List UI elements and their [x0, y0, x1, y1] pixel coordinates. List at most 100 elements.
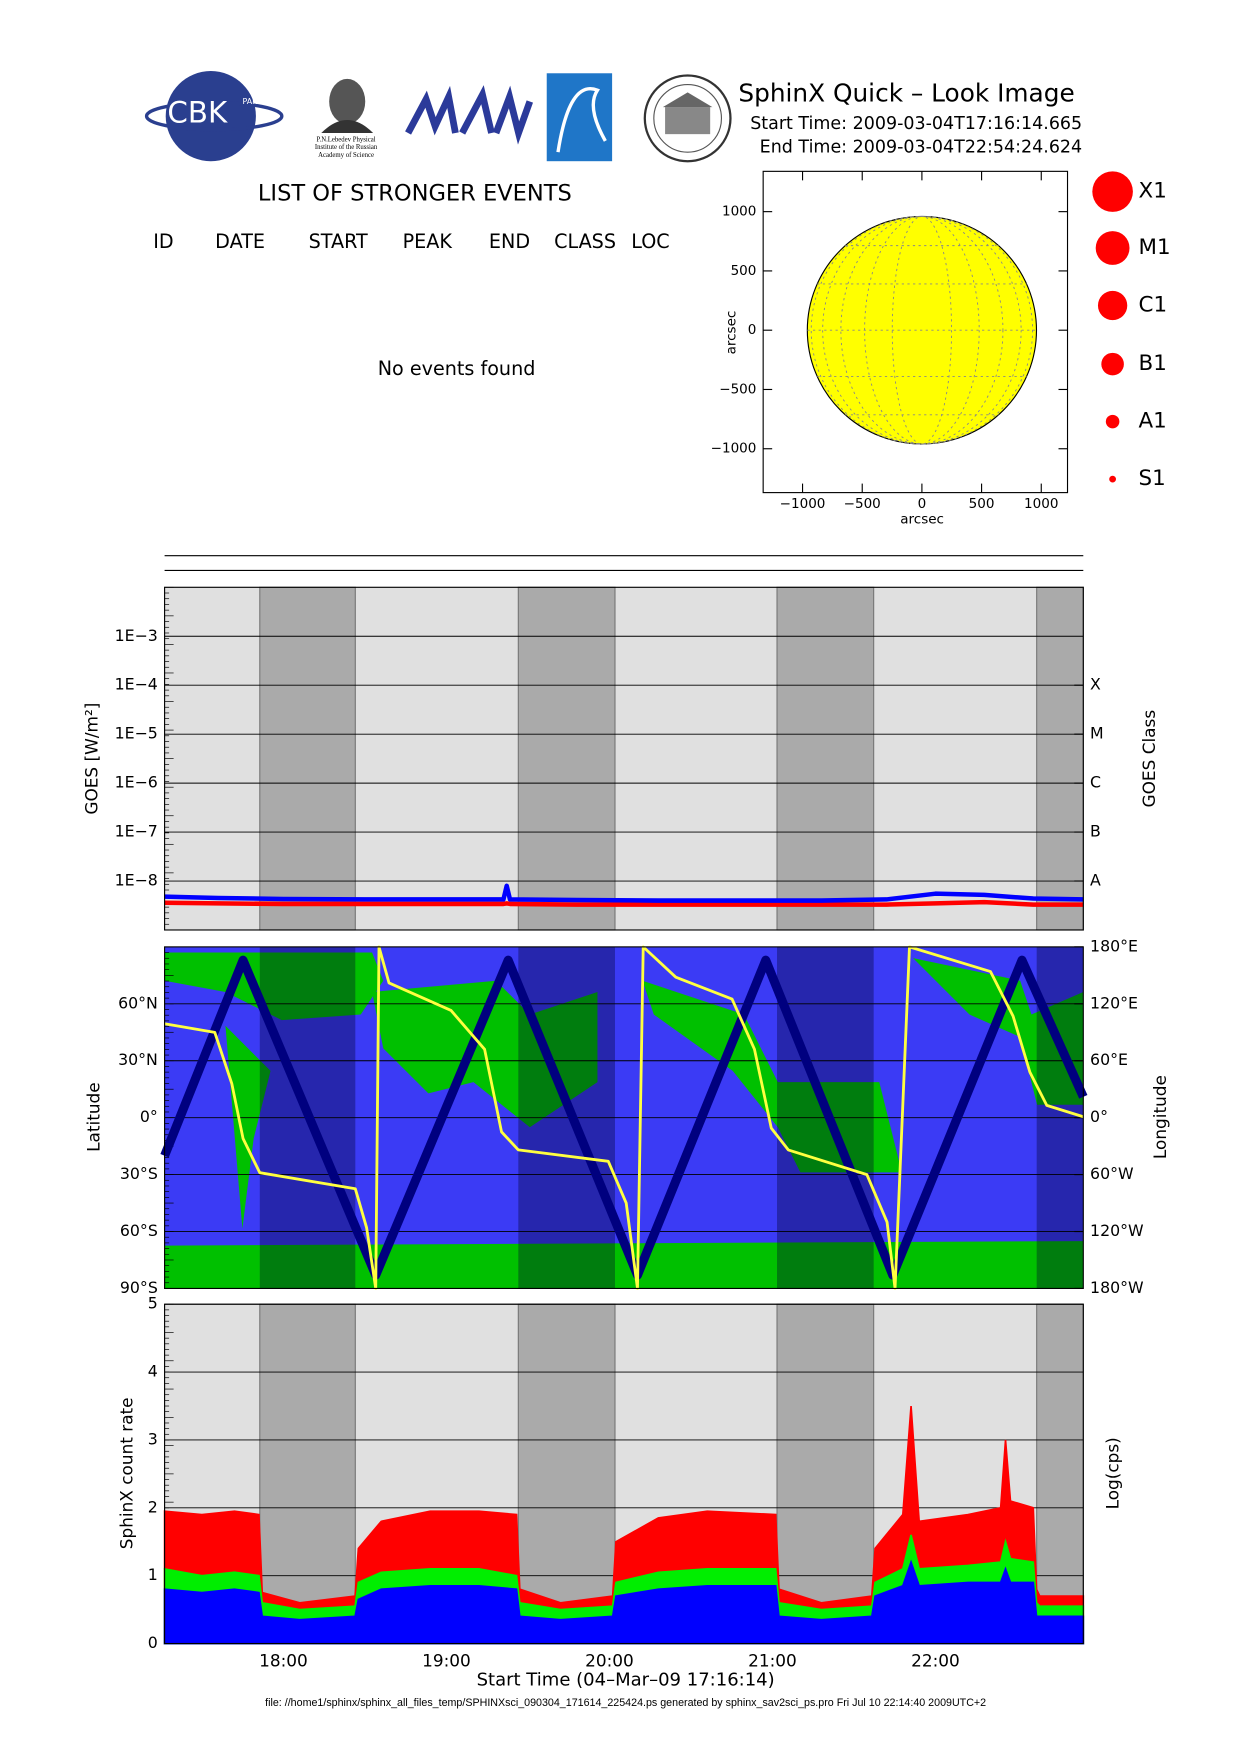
y2-tick-label: C — [1090, 773, 1101, 792]
x-tick-label: 0 — [918, 496, 927, 512]
y2-tick-label: 120°W — [1090, 1221, 1144, 1240]
map-region — [225, 1025, 271, 1229]
legend-label: A1 — [1139, 409, 1167, 434]
x-tick-label: 18:00 — [259, 1651, 308, 1671]
column-header: DATE — [215, 230, 265, 253]
eclipse-band — [259, 586, 356, 931]
column-header: CLASS — [554, 230, 616, 253]
y-tick-label: 0 — [148, 1633, 158, 1652]
x-tick-label: −500 — [844, 496, 881, 512]
eclipse-band — [517, 1303, 616, 1645]
legend-label: S1 — [1139, 466, 1166, 491]
map-region — [164, 952, 384, 1021]
y2-tick-label: A — [1090, 871, 1101, 890]
logo-lebedev: P.N.Lebedev Physical Institute of the Ru… — [315, 78, 378, 159]
logo-text: PAN — [242, 97, 258, 106]
y-tick-label: 0° — [140, 1107, 158, 1126]
y2-tick-label: 0° — [1090, 1107, 1108, 1126]
y2-tick-label: 60°E — [1090, 1050, 1128, 1069]
y2-tick-label: 60°W — [1090, 1164, 1134, 1183]
y-axis-label: arcsec — [724, 311, 740, 355]
data-line — [164, 899, 1084, 907]
x-tick-label: 22:00 — [911, 1651, 960, 1671]
x-axis-label: arcsec — [900, 512, 944, 528]
plot-frame — [164, 586, 1084, 931]
y-tick-label: 1E−8 — [115, 871, 158, 890]
y-axis-label: Latitude — [84, 1082, 104, 1152]
legend-marker — [1109, 475, 1116, 483]
legend-marker — [1095, 231, 1130, 265]
x-axis-label: Start Time (04–Mar–09 17:16:14) — [477, 1670, 775, 1691]
column-header: START — [309, 230, 368, 253]
meridian — [864, 215, 980, 445]
y-axis-label: GOES [W/m²] — [81, 703, 101, 815]
data-line — [164, 883, 1084, 903]
y-tick-label: 60°N — [118, 993, 158, 1012]
legend-label: C1 — [1139, 292, 1168, 317]
logo-mian — [405, 85, 534, 145]
column-header: LOC — [631, 230, 669, 253]
legend-marker — [1105, 414, 1120, 429]
y2-tick-label: 120°E — [1090, 993, 1138, 1012]
logo-text: Academy of Science — [318, 152, 374, 159]
x-tick-label: 1000 — [1024, 496, 1058, 512]
footer: file: //home1/sphinx/sphinx_all_files_te… — [265, 1697, 986, 1709]
logo-text: P.N.Lebedev Physical — [317, 136, 376, 143]
end-time: End Time: 2009-03-04T22:54:24.624 — [760, 138, 1082, 158]
logo-cbk: CBK PAN — [144, 71, 284, 162]
y-tick-label: 1E−4 — [115, 675, 158, 694]
y-tick-label: 90°S — [120, 1278, 158, 1297]
y-tick-label: 30°S — [120, 1164, 158, 1183]
y-tick-label: 60°S — [120, 1221, 158, 1240]
legend-marker — [1097, 290, 1128, 321]
map-region — [913, 958, 1084, 1105]
logo-arc — [546, 73, 613, 162]
eclipse-band — [1036, 1303, 1084, 1645]
events-title: LIST OF STRONGER EVENTS — [258, 180, 572, 206]
y-tick-label: 500 — [731, 263, 757, 279]
y-tick-label: 2 — [148, 1497, 158, 1516]
map-region — [164, 1241, 1084, 1289]
column-header: ID — [153, 230, 173, 253]
y-tick-label: 30°N — [118, 1050, 158, 1069]
eclipse-band — [776, 586, 875, 931]
y-tick-label: −1000 — [711, 441, 757, 457]
y-tick-label: 3 — [148, 1429, 158, 1448]
y-tick-label: 4 — [148, 1362, 158, 1381]
plot-frame — [164, 1303, 1084, 1645]
y2-axis-label: Log(cps) — [1103, 1437, 1123, 1509]
y2-tick-label: 180°E — [1090, 936, 1138, 955]
meridian — [840, 215, 1004, 445]
x-tick-label: 500 — [969, 496, 995, 512]
data-line — [164, 945, 1084, 1290]
y-tick-label: 1000 — [722, 204, 756, 220]
y-tick-label: 1E−3 — [115, 626, 158, 645]
start-time: Start Time: 2009-03-04T17:16:14.665 — [750, 114, 1082, 134]
legend-marker — [1101, 352, 1124, 376]
count-rate-area — [163, 1559, 1085, 1645]
legend-label: M1 — [1139, 235, 1171, 260]
eclipse-band — [776, 1303, 875, 1645]
y-tick-label: 1E−5 — [115, 724, 158, 743]
eclipse-band — [517, 586, 616, 931]
logo-seal — [643, 74, 732, 163]
logo-text: CBK — [167, 95, 228, 129]
y2-tick-label: X — [1090, 675, 1101, 694]
title: SphinX Quick – Look Image — [738, 79, 1074, 108]
chart: −1000 −500 0 500 1000 −1000 −500 0 500 1000 arcsec… — [711, 170, 1069, 528]
legend-marker — [1092, 171, 1133, 212]
y-tick-label: −500 — [719, 381, 756, 397]
y2-tick-label: 180°W — [1090, 1278, 1144, 1297]
column-header: PEAK — [403, 230, 453, 253]
legend-label: X1 — [1139, 179, 1167, 204]
x-tick-label: 20:00 — [585, 1651, 634, 1671]
column-header: END — [489, 230, 530, 253]
y2-tick-label: B — [1090, 822, 1101, 841]
plot-frame — [164, 946, 1084, 1290]
eclipse-band — [259, 1303, 356, 1645]
y-tick-label: 0 — [748, 322, 757, 338]
y2-axis-label: Longitude — [1150, 1075, 1170, 1159]
eclipse-band — [1036, 586, 1084, 931]
